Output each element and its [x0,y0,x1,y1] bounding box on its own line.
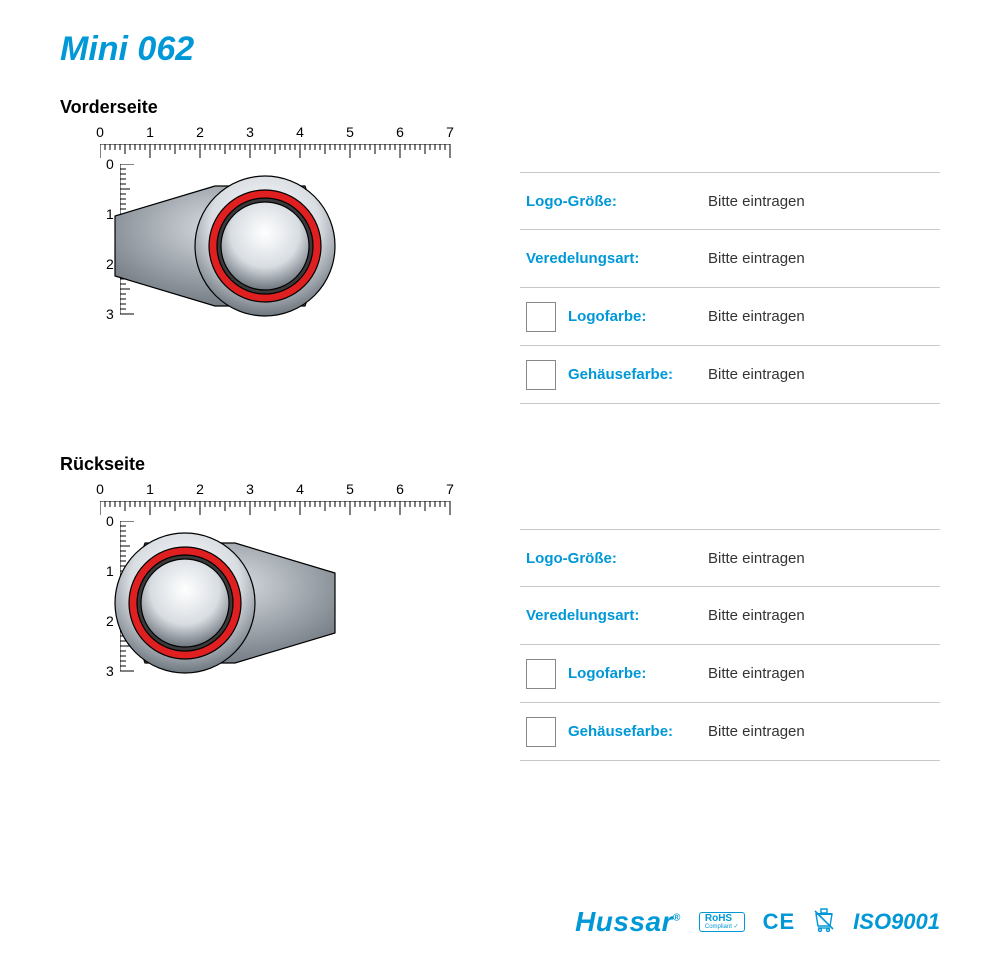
page-title: Mini 062 [60,30,940,69]
ruler-label: 6 [396,481,404,497]
color-swatch[interactable] [526,659,556,689]
spec-field-row: Veredelungsart:Bitte eintragen [520,587,940,645]
ruler-label: 1 [146,124,154,140]
ruler-label: 4 [296,481,304,497]
ruler-label: 3 [246,481,254,497]
spec-field-row: Gehäusefarbe:Bitte eintragen [520,346,940,404]
field-label: Veredelungsart: [526,250,708,267]
ruler-label: 4 [296,124,304,140]
product-illustration [105,166,365,331]
field-label: Veredelungsart: [526,607,708,624]
field-label: Logofarbe: [568,308,708,325]
color-swatch[interactable] [526,302,556,332]
ruler-label: 0 [96,124,104,140]
ruler-label: 7 [446,124,454,140]
brand-logo: Hussar® [575,906,681,938]
field-value[interactable]: Bitte eintragen [708,366,805,383]
field-label: Logo-Größe: [526,550,708,567]
plot-area: 0123 [100,521,460,686]
color-swatch[interactable] [526,360,556,390]
spec-field-row: Logofarbe:Bitte eintragen [520,288,940,346]
field-label: Logofarbe: [568,665,708,682]
diagram-column: 01234567 0123 [60,481,460,761]
spec-section: Vorderseite01234567 0123 Logo-Größe:Bitt… [60,97,940,404]
spec-field-row: Logo-Größe:Bitte eintragen [520,172,940,230]
ruler-label: 5 [346,481,354,497]
ruler-label: 6 [396,124,404,140]
spec-section: Rückseite01234567 0123 Logo-Größe:Bitte … [60,454,940,761]
spec-field-row: Logo-Größe:Bitte eintragen [520,529,940,587]
footer: Hussar® RoHSCompliant ✓ CE ISO9001 [575,905,940,938]
section-heading: Vorderseite [60,97,940,118]
iso-badge: ISO9001 [853,909,940,935]
field-value[interactable]: Bitte eintragen [708,665,805,682]
ruler-label: 2 [196,124,204,140]
color-swatch[interactable] [526,717,556,747]
field-label: Logo-Größe: [526,193,708,210]
field-label: Gehäusefarbe: [568,366,708,383]
product-illustration [105,523,365,688]
spec-field-row: Veredelungsart:Bitte eintragen [520,230,940,288]
spec-field-row: Gehäusefarbe:Bitte eintragen [520,703,940,761]
ruler-label: 5 [346,124,354,140]
horizontal-ruler: 01234567 [100,124,460,164]
field-value[interactable]: Bitte eintragen [708,308,805,325]
ce-mark: CE [763,909,796,935]
horizontal-ruler: 01234567 [100,481,460,521]
field-value[interactable]: Bitte eintragen [708,607,805,624]
field-value[interactable]: Bitte eintragen [708,250,805,267]
section-heading: Rückseite [60,454,940,475]
field-value[interactable]: Bitte eintragen [708,193,805,210]
ruler-label: 0 [96,481,104,497]
ruler-label: 7 [446,481,454,497]
diagram-column: 01234567 0123 [60,124,460,404]
weee-icon [813,905,835,938]
ruler-label: 1 [146,481,154,497]
field-value[interactable]: Bitte eintragen [708,723,805,740]
ruler-label: 3 [246,124,254,140]
rohs-badge: RoHSCompliant ✓ [699,912,745,932]
field-label: Gehäusefarbe: [568,723,708,740]
form-column: Logo-Größe:Bitte eintragenVeredelungsart… [520,124,940,404]
spec-field-row: Logofarbe:Bitte eintragen [520,645,940,703]
form-column: Logo-Größe:Bitte eintragenVeredelungsart… [520,481,940,761]
ruler-label: 2 [196,481,204,497]
plot-area: 0123 [100,164,460,329]
field-value[interactable]: Bitte eintragen [708,550,805,567]
